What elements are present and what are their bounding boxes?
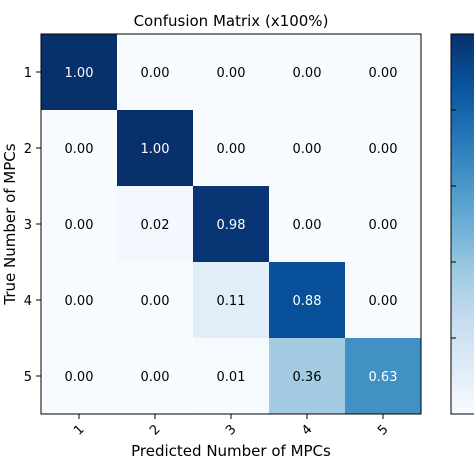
cell-value-label: 0.01 xyxy=(217,370,246,385)
y-tick-label: 4 xyxy=(24,294,32,309)
y-tick-label: 3 xyxy=(24,218,32,233)
heatmap-cell xyxy=(193,34,270,111)
y-axis-ticks: 1 2 3 4 5 xyxy=(24,66,41,385)
cell-value-label: 0.00 xyxy=(369,218,398,233)
x-tick-label: 3 xyxy=(223,422,239,438)
heatmap-cell xyxy=(269,110,346,187)
cell-value-label: 0.02 xyxy=(141,218,170,233)
cell-value-label: 0.11 xyxy=(217,294,246,309)
cell-value-label: 1.00 xyxy=(141,142,170,157)
heatmap-cell xyxy=(41,110,118,187)
cell-value-label: 0.00 xyxy=(293,66,322,81)
x-tick-label: 4 xyxy=(299,422,315,438)
heatmap-cell xyxy=(193,186,270,263)
heatmap-cell xyxy=(269,338,346,415)
heatmap-cell xyxy=(193,338,270,415)
cell-value-label: 0.63 xyxy=(369,370,398,385)
heatmap-cell xyxy=(41,34,118,111)
cell-value-label: 0.00 xyxy=(293,142,322,157)
cell-value-label: 0.00 xyxy=(141,294,170,309)
colorbar-ticks xyxy=(451,109,456,339)
cell-value-label: 0.00 xyxy=(65,218,94,233)
cell-value-label: 0.00 xyxy=(369,66,398,81)
x-axis-label: Predicted Number of MPCs xyxy=(131,442,331,460)
heatmap-cell xyxy=(269,34,346,111)
heatmap-cell xyxy=(41,338,118,415)
cell-value-label: 0.00 xyxy=(369,294,398,309)
heatmap-cell xyxy=(41,186,118,263)
heatmap-cell xyxy=(345,186,422,263)
heatmap-cell xyxy=(269,186,346,263)
heatmap-cell xyxy=(117,338,194,415)
chart-title: Confusion Matrix (x100%) xyxy=(134,12,329,30)
y-axis-label: True Number of MPCs xyxy=(1,143,19,305)
cell-value-label: 0.00 xyxy=(65,142,94,157)
y-tick-label: 2 xyxy=(24,142,32,157)
heatmap-cell xyxy=(41,262,118,339)
cell-value-label: 0.00 xyxy=(65,294,94,309)
heatmap-cell xyxy=(193,110,270,187)
y-tick-label: 5 xyxy=(24,370,32,385)
heatmap-cell xyxy=(117,186,194,263)
x-tick-label: 5 xyxy=(375,422,391,438)
cell-value-label: 0.98 xyxy=(217,218,246,233)
heatmap-cell xyxy=(345,338,422,415)
cell-value-label: 0.00 xyxy=(141,370,170,385)
heatmap-cell xyxy=(269,262,346,339)
cell-value-label: 0.88 xyxy=(293,294,322,309)
cell-value-label: 0.00 xyxy=(217,142,246,157)
heatmap-cells: 1.00 0.00 0.00 0.00 0.00 0.00 1.00 0.00 0.00 0.00… xyxy=(41,34,422,415)
heatmap-cell xyxy=(117,34,194,111)
cell-value-label: 0.36 xyxy=(293,370,322,385)
heatmap-cell xyxy=(117,110,194,187)
heatmap-cell xyxy=(345,262,422,339)
y-tick-label: 1 xyxy=(24,66,32,81)
cell-value-label: 0.00 xyxy=(369,142,398,157)
colorbar xyxy=(450,33,474,415)
x-tick-label: 1 xyxy=(71,422,87,438)
cell-value-label: 0.00 xyxy=(293,218,322,233)
heatmap-cell xyxy=(193,262,270,339)
cell-value-label: 0.00 xyxy=(217,66,246,81)
cell-value-label: 0.00 xyxy=(141,66,170,81)
heatmap-cell xyxy=(345,34,422,111)
heatmap-cell xyxy=(117,262,194,339)
cell-value-label: 0.00 xyxy=(65,370,94,385)
heatmap-cell xyxy=(345,110,422,187)
x-tick-label: 2 xyxy=(147,422,163,438)
cell-value-label: 1.00 xyxy=(65,66,94,81)
x-axis-ticks: 1 2 3 4 5 xyxy=(71,414,392,439)
